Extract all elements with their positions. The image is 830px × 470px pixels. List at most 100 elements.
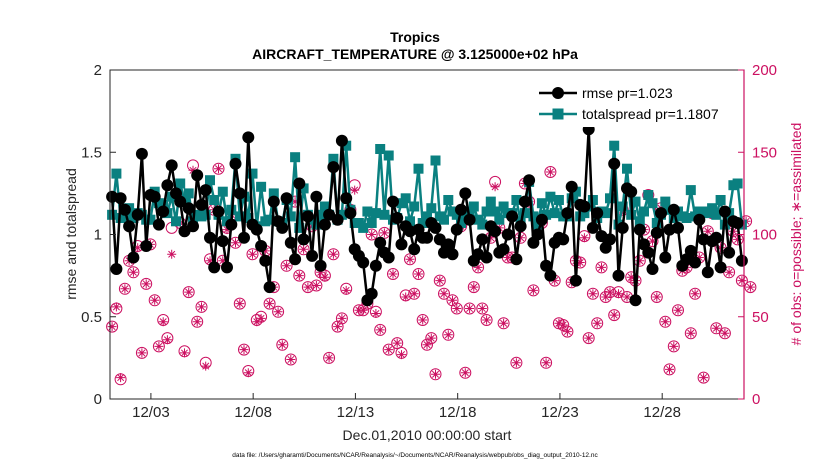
obs-assimilated-point — [235, 299, 245, 309]
totalspread-point — [175, 178, 186, 189]
obs-assimilated-point — [371, 309, 381, 318]
totalspread-point — [494, 214, 505, 225]
totalspread-point — [468, 201, 479, 212]
totalspread-point — [234, 211, 245, 222]
obs-possible-point — [152, 340, 165, 353]
rmse-point — [718, 205, 731, 218]
obs-assimilated-point — [605, 287, 615, 297]
obs-assimilated-point — [205, 256, 215, 266]
obs-assimilated-point — [528, 285, 538, 295]
totalspread-point — [536, 198, 547, 209]
obs-assimilated-point — [273, 307, 283, 317]
rmse-point — [161, 179, 174, 192]
totalspread-point — [315, 209, 326, 220]
obs-possible-point — [148, 294, 161, 307]
right-y-tick-label: 150 — [752, 144, 777, 161]
obs-assimilated-point — [703, 226, 713, 236]
totalspread-point — [370, 208, 381, 219]
obs-possible-point — [246, 248, 259, 261]
obs-assimilated-point — [350, 185, 360, 195]
rmse-point — [306, 249, 319, 262]
rmse-point — [152, 218, 165, 231]
totalspread-point — [622, 163, 632, 174]
totalspread-point — [422, 211, 432, 222]
rmse-point — [463, 213, 476, 226]
totalspread-point — [145, 214, 156, 225]
rmse-point — [646, 263, 659, 275]
rmse-point — [642, 246, 655, 259]
obs-assimilated-point — [541, 358, 551, 368]
totalspread-point — [298, 183, 309, 194]
rmse-point — [148, 190, 161, 203]
obs-possible-point — [497, 317, 510, 330]
totalspread-point — [639, 206, 649, 217]
obs-assimilated-point — [648, 236, 657, 246]
obs-assimilated-point — [324, 353, 334, 363]
obs-assimilated-point — [384, 345, 394, 355]
rmse-point — [667, 203, 680, 216]
rmse-point — [276, 221, 289, 234]
obs-assimilated-point — [358, 305, 368, 315]
obs-assimilated-point — [184, 287, 194, 297]
obs-possible-point — [323, 351, 336, 364]
x-tick-label: 12/28 — [643, 404, 681, 421]
left-y-tick-label: 2 — [94, 62, 102, 79]
rmse-point — [591, 207, 604, 220]
totalspread-point — [336, 209, 347, 220]
rmse-point — [114, 192, 127, 205]
obs-possible-point — [467, 281, 480, 294]
obs-possible-point — [659, 315, 672, 328]
rmse-point — [421, 231, 433, 244]
totalspread-point — [362, 206, 373, 217]
rmse-point — [310, 190, 323, 203]
x-tick-label: 12/08 — [234, 404, 272, 421]
obs-possible-point — [272, 305, 285, 318]
totalspread-point — [481, 206, 492, 217]
obs-assimilated-point — [167, 249, 177, 259]
rmse-point — [693, 213, 706, 226]
totalspread-point — [519, 208, 530, 219]
obs-assimilated-point — [426, 333, 436, 343]
obs-assimilated-point — [737, 276, 747, 286]
obs-assimilated-point — [660, 317, 670, 327]
rmse-point — [442, 238, 455, 251]
totalspread-point — [171, 216, 181, 227]
rmse-point — [374, 236, 387, 249]
rmse-point — [672, 221, 684, 234]
rmse-point — [318, 218, 331, 231]
totalspread-point — [200, 209, 211, 220]
legend-box — [531, 80, 740, 127]
obs-possible-point — [718, 327, 731, 340]
rmse-point — [625, 185, 638, 198]
totalspread-point — [456, 218, 466, 228]
obs-assimilated-point — [448, 295, 457, 305]
obs-possible-point — [310, 279, 323, 292]
obs-possible-point — [191, 315, 204, 328]
totalspread-point — [183, 188, 194, 199]
obs-possible-point — [608, 309, 621, 322]
totalspread-point — [570, 186, 581, 197]
obs-assimilated-point — [460, 368, 470, 378]
obs-assimilated-point — [379, 228, 389, 238]
obs-assimilated-point — [592, 318, 602, 328]
obs-possible-point — [391, 337, 404, 350]
obs-assimilated-point — [328, 249, 338, 259]
rmse-point — [289, 253, 302, 266]
obs-assimilated-point — [405, 254, 415, 264]
obs-assimilated-point — [622, 292, 632, 302]
obs-possible-point — [672, 304, 684, 317]
obs-possible-point — [238, 343, 250, 356]
obs-assimilated-point — [690, 289, 700, 299]
rmse-point — [569, 274, 582, 287]
totalspread-point — [605, 193, 615, 204]
obs-assimilated-point — [562, 327, 572, 337]
totalspread-point — [375, 144, 386, 154]
totalspread-point — [268, 188, 279, 199]
obs-assimilated-point — [162, 335, 172, 345]
rmse-point — [523, 174, 536, 187]
right-y-tick-label: 200 — [752, 62, 777, 79]
rmse-point — [297, 233, 310, 246]
left-y-axis: 0 0.5 1 1.5 2 — [81, 62, 116, 408]
totalspread-point — [247, 168, 258, 179]
